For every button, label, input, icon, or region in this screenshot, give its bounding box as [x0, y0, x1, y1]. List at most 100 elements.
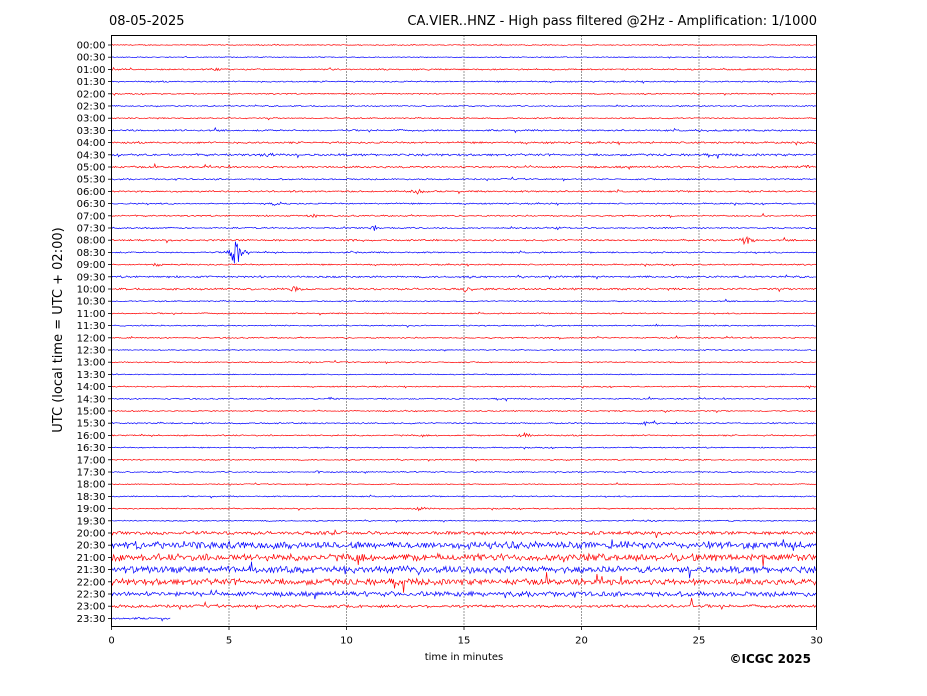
trace-row-1830	[111, 494, 817, 499]
y-tick-label: 09:00	[77, 260, 106, 271]
trace-row-0400	[111, 140, 817, 146]
y-tick-label: 22:00	[77, 577, 106, 588]
trace-row-0530	[111, 176, 817, 182]
y-tick-label: 22:30	[77, 590, 106, 601]
y-tick-label: 10:30	[77, 297, 106, 308]
x-tick-label: 10	[340, 636, 353, 647]
trace-row-2230	[111, 589, 817, 600]
trace-row-1530	[111, 419, 817, 427]
trace-row-2200	[111, 572, 817, 593]
x-tick-label: 0	[108, 636, 114, 647]
y-tick-label: 14:30	[77, 394, 106, 405]
y-tick-label: 03:30	[77, 126, 106, 137]
y-tick-label: 18:00	[77, 480, 106, 491]
y-tick-label: 21:30	[77, 565, 106, 576]
trace-row-0030	[111, 55, 817, 59]
y-tick-label: 14:00	[77, 382, 106, 393]
y-tick-label: 12:30	[77, 346, 106, 357]
y-tick-label: 12:00	[77, 333, 106, 344]
y-axis-label: UTC (local time = UTC + 02:00)	[51, 227, 66, 432]
trace-row-0800	[111, 235, 817, 246]
x-tick-label: 5	[226, 636, 232, 647]
x-tick-label: 25	[693, 636, 706, 647]
trace-row-0000	[111, 43, 817, 46]
seismic-traces	[111, 43, 817, 622]
y-tick-label: 16:00	[77, 431, 106, 442]
y-tick-label: 23:30	[77, 614, 106, 625]
trace-row-1630	[111, 446, 817, 450]
y-tick-label: 05:00	[77, 163, 106, 174]
trace-row-1130	[111, 323, 817, 328]
y-tick-label: 20:30	[77, 541, 106, 552]
y-tick-label: 20:00	[77, 529, 106, 540]
trace-row-0100	[111, 66, 817, 72]
plot-frame	[111, 35, 817, 627]
y-tick-label: 06:00	[77, 187, 106, 198]
trace-row-0200	[111, 92, 817, 96]
y-tick-label: 16:30	[77, 443, 106, 454]
trace-row-1000	[111, 285, 817, 293]
trace-row-1600	[111, 431, 817, 438]
trace-row-1230	[111, 348, 817, 352]
trace-row-1400	[111, 385, 817, 390]
y-tick-label: 13:00	[77, 358, 106, 369]
trace-row-1730	[111, 470, 817, 474]
x-tick-label: 20	[575, 636, 588, 647]
trace-row-2130	[111, 561, 817, 579]
y-tick-label: 11:00	[77, 309, 106, 320]
trace-row-1330	[111, 373, 817, 376]
y-tick-label: 13:30	[77, 370, 106, 381]
y-tick-label: 02:00	[77, 89, 106, 100]
x-tick-label: 15	[458, 636, 471, 647]
y-tick-label: 01:30	[77, 77, 106, 88]
trace-row-0900	[111, 262, 817, 268]
trace-row-0300	[111, 116, 817, 121]
x-tick-labels: 0 5 10 15 20 25 30	[108, 626, 823, 647]
chart-title: CA.VIER..HNZ - High pass filtered @2Hz -…	[407, 14, 817, 29]
trace-row-2100	[111, 552, 817, 567]
y-tick-label: 07:30	[77, 224, 106, 235]
chart-date: 08-05-2025	[109, 14, 185, 29]
trace-row-1800	[111, 482, 817, 486]
y-tick-label: 09:30	[77, 272, 106, 283]
vertical-grid	[228, 35, 700, 627]
y-tick-label: 05:30	[77, 175, 106, 186]
y-tick-label: 17:00	[77, 455, 106, 466]
trace-row-1930	[111, 519, 817, 523]
y-tick-label: 11:30	[77, 321, 106, 332]
y-tick-label: 19:30	[77, 516, 106, 527]
trace-row-1430	[111, 396, 817, 402]
trace-row-0430	[111, 152, 817, 159]
trace-row-1200	[111, 335, 817, 340]
trace-row-1030	[111, 298, 817, 303]
trace-row-0630	[111, 201, 817, 207]
trace-row-0600	[111, 188, 817, 195]
y-tick-label: 15:00	[77, 407, 106, 418]
trace-row-1700	[111, 458, 817, 462]
trace-row-2300	[111, 597, 817, 611]
y-tick-label: 04:00	[77, 138, 106, 149]
trace-row-2000	[111, 529, 817, 539]
y-tick-label: 00:30	[77, 53, 106, 64]
trace-row-2330	[111, 616, 171, 622]
y-tick-label: 03:00	[77, 114, 106, 125]
trace-row-1500	[111, 409, 817, 414]
trace-row-0130	[111, 80, 817, 84]
trace-row-1300	[111, 359, 817, 365]
y-tick-label: 21:00	[77, 553, 106, 564]
trace-row-0500	[111, 162, 817, 170]
x-tick-label: 30	[810, 636, 823, 647]
y-tick-label: 01:00	[77, 65, 106, 76]
y-tick-label: 17:30	[77, 468, 106, 479]
trace-row-0700	[111, 212, 817, 219]
y-tick-label: 10:00	[77, 285, 106, 296]
y-tick-label: 06:30	[77, 199, 106, 210]
y-tick-label: 02:30	[77, 102, 106, 113]
trace-row-0730	[111, 225, 817, 231]
trace-row-1100	[111, 311, 817, 316]
trace-row-2030	[111, 539, 817, 551]
y-tick-label: 00:00	[77, 41, 106, 52]
trace-row-0330	[111, 126, 817, 134]
trace-row-0230	[111, 104, 817, 108]
